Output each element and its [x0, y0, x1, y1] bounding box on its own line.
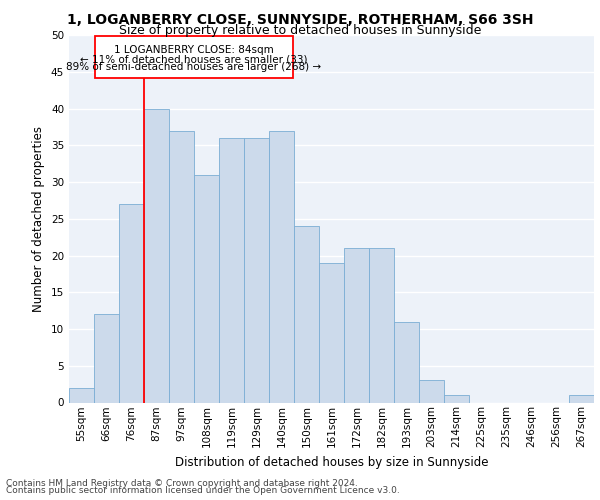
Text: 1 LOGANBERRY CLOSE: 84sqm: 1 LOGANBERRY CLOSE: 84sqm [114, 46, 274, 56]
Bar [419, 380, 443, 402]
Bar [370, 248, 394, 402]
Bar [119, 204, 143, 402]
Bar [394, 322, 419, 402]
Bar [445, 395, 469, 402]
Bar [319, 263, 344, 402]
Text: Contains public sector information licensed under the Open Government Licence v3: Contains public sector information licen… [6, 486, 400, 495]
Bar [94, 314, 119, 402]
Bar [169, 130, 194, 402]
Bar [95, 36, 293, 78]
Text: Contains HM Land Registry data © Crown copyright and database right 2024.: Contains HM Land Registry data © Crown c… [6, 478, 358, 488]
X-axis label: Distribution of detached houses by size in Sunnyside: Distribution of detached houses by size … [175, 456, 488, 468]
Text: 89% of semi-detached houses are larger (268) →: 89% of semi-detached houses are larger (… [67, 62, 322, 72]
Bar [220, 138, 244, 402]
Text: ← 11% of detached houses are smaller (33): ← 11% of detached houses are smaller (33… [80, 54, 308, 64]
Text: 1, LOGANBERRY CLOSE, SUNNYSIDE, ROTHERHAM, S66 3SH: 1, LOGANBERRY CLOSE, SUNNYSIDE, ROTHERHA… [67, 12, 533, 26]
Bar [295, 226, 319, 402]
Bar [244, 138, 269, 402]
Bar [569, 395, 593, 402]
Y-axis label: Number of detached properties: Number of detached properties [32, 126, 46, 312]
Bar [344, 248, 368, 402]
Bar [269, 130, 293, 402]
Bar [70, 388, 94, 402]
Bar [145, 108, 169, 403]
Text: Size of property relative to detached houses in Sunnyside: Size of property relative to detached ho… [119, 24, 481, 37]
Bar [194, 174, 218, 402]
